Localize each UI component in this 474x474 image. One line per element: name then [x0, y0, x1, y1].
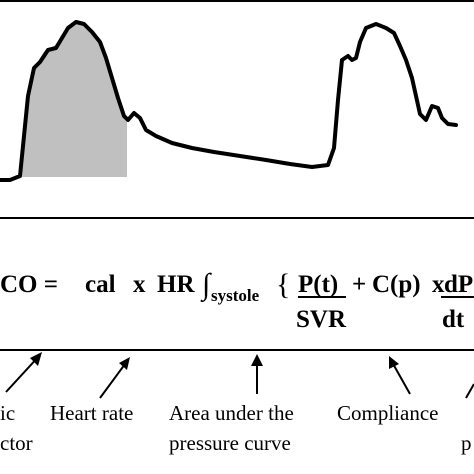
equation-cal: cal — [85, 271, 116, 298]
equation-open-brace: { — [276, 268, 290, 301]
arrow-right-fragment — [465, 383, 474, 399]
label-calibration-line1: ic — [0, 401, 15, 425]
equation-systole-subscript: systole — [211, 286, 260, 305]
equation-dp-numerator: dP — [444, 271, 473, 298]
component-labels: ic ctor Heart rate Area under the pressu… — [0, 401, 472, 455]
equation-svr-denominator: SVR — [296, 306, 347, 333]
label-compliance: Compliance — [337, 401, 438, 425]
equation-multiply-1: x — [133, 271, 146, 298]
arrow-compliance-head — [389, 356, 399, 369]
equation-integral-sign: ∫ — [200, 268, 212, 303]
systolic-area-shading — [22, 22, 127, 177]
arrow-area-head — [251, 354, 263, 366]
arterial-pressure-waveform — [0, 20, 458, 182]
label-area-line1: Area under the — [169, 401, 294, 425]
equation-plus: + — [352, 271, 366, 298]
equation-lhs: CO = — [0, 271, 58, 298]
label-area-line2: pressure curve — [169, 431, 291, 455]
equation-pressure-term: P(t) — [298, 271, 338, 298]
cardiac-output-equation: CO = cal x HR ∫ systole { P(t) SVR + C(p… — [0, 268, 474, 333]
label-arrows — [5, 352, 411, 399]
equation-multiply-2: x — [432, 271, 445, 298]
arrow-compliance — [391, 361, 411, 395]
label-calibration-line2: ctor — [0, 431, 33, 455]
arrow-heart-rate-head — [119, 357, 130, 370]
arrow-calibration-head — [30, 352, 42, 366]
equation-dt-denominator: dt — [442, 306, 465, 333]
equation-heart-rate: HR — [157, 271, 195, 298]
equation-compliance-term: C(p) — [372, 271, 421, 298]
label-heart-rate: Heart rate — [50, 401, 133, 425]
label-right-fragment: p — [461, 431, 472, 455]
